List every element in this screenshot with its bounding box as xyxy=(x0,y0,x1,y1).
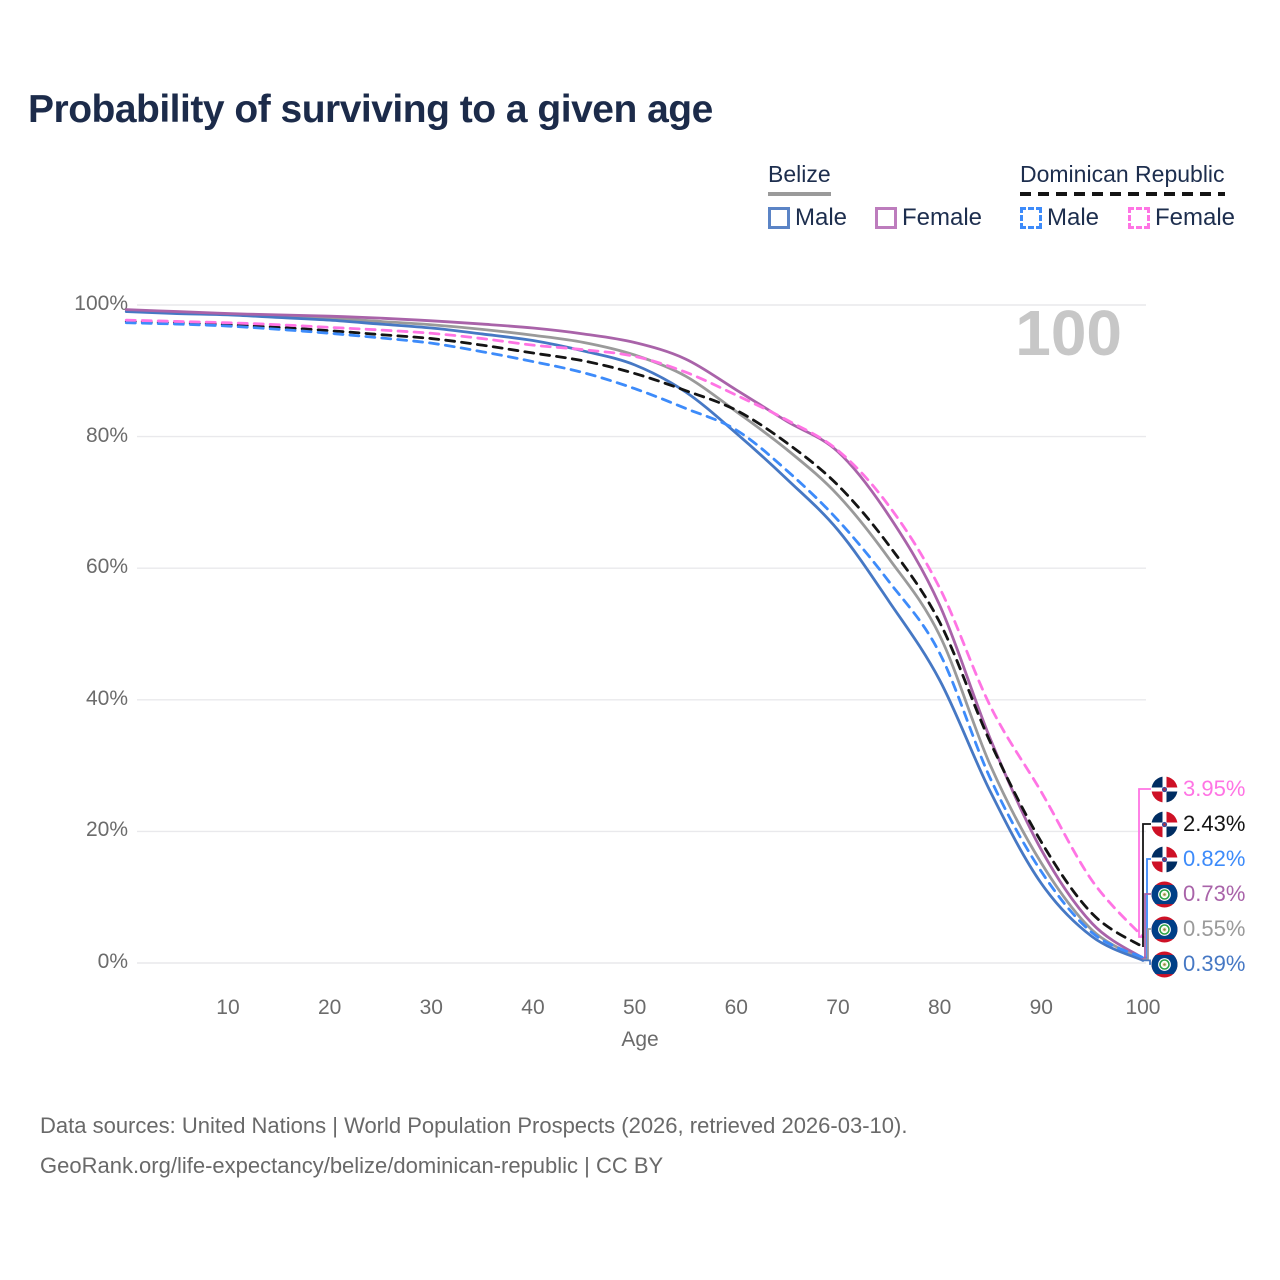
end-label-value: 3.95% xyxy=(1183,776,1246,801)
belize-flag-icon xyxy=(1151,881,1178,907)
legend-dr-title[interactable]: Dominican Republic xyxy=(1020,161,1225,187)
end-label-belize-female: 0.73% xyxy=(1151,879,1245,909)
belize-flag-icon xyxy=(1151,951,1178,977)
end-label-leader xyxy=(1143,928,1151,961)
belize-flag-icon xyxy=(1151,916,1178,942)
y-tick-label: 80% xyxy=(85,423,128,447)
dominican-republic-flag-icon xyxy=(1151,776,1178,802)
x-tick-label: 90 xyxy=(1029,996,1053,1019)
y-tick-label: 0% xyxy=(97,950,128,973)
legend-item-belize-female[interactable]: Female xyxy=(875,204,982,232)
y-tick-label: 60% xyxy=(85,555,128,579)
series-line-belize-male[interactable] xyxy=(124,310,1145,962)
series-line-dominican-republic[interactable] xyxy=(124,320,1145,949)
end-label-value: 0.73% xyxy=(1183,881,1246,906)
end-label-value: 0.55% xyxy=(1183,916,1246,941)
end-label-dominican-republic-female: 3.95% xyxy=(1151,774,1245,804)
legend-item-dr-male[interactable]: Male xyxy=(1020,204,1099,232)
end-label-dominican-republic-male: 0.82% xyxy=(1151,844,1245,874)
footer-link: GeoRank.org/life-expectancy/belize/domin… xyxy=(40,1153,664,1178)
x-tick-label: 10 xyxy=(216,996,240,1019)
legend-belize-title[interactable]: Belize xyxy=(768,161,831,187)
end-label-leader xyxy=(1143,893,1151,960)
x-axis-title: Age xyxy=(621,1028,659,1051)
end-label-leader xyxy=(1142,823,1151,947)
dominican-republic-flag-icon xyxy=(1151,811,1178,837)
x-tick-label: 40 xyxy=(521,996,545,1019)
y-tick-label: 100% xyxy=(74,292,128,315)
x-tick-label: 80 xyxy=(927,996,952,1019)
x-tick-label: 100 xyxy=(1125,996,1161,1019)
x-tick-label: 70 xyxy=(826,996,850,1019)
end-label-belize-male: 0.39% xyxy=(1151,949,1245,979)
legend-item-belize-male[interactable]: Male xyxy=(768,204,847,232)
end-label-leader xyxy=(1138,788,1151,938)
footer-sources: Data sources: United Nations | World Pop… xyxy=(40,1113,908,1138)
belize-male-swatch-icon xyxy=(768,207,790,229)
end-label-dominican-republic: 2.43% xyxy=(1151,809,1245,839)
belize-female-swatch-icon xyxy=(875,207,897,229)
x-tick-label: 60 xyxy=(724,996,748,1019)
x-tick-label: 30 xyxy=(419,996,443,1019)
end-label-belize: 0.55% xyxy=(1151,914,1245,944)
y-tick-label: 20% xyxy=(85,818,128,842)
legend-group-dominican-republic: Dominican Republic xyxy=(1020,161,1225,196)
dominican-republic-flag-icon xyxy=(1151,846,1178,872)
legend-label: Male xyxy=(1047,204,1100,231)
legend-label: Female xyxy=(1155,204,1236,231)
legend-dr-underline-swatch xyxy=(1020,192,1225,196)
y-tick-label: 40% xyxy=(85,686,128,710)
x-tick-label: 50 xyxy=(622,996,647,1019)
legend-item-dr-female[interactable]: Female xyxy=(1128,204,1235,232)
x-tick-label: 20 xyxy=(317,996,342,1019)
series-line-dominican-republic-female[interactable] xyxy=(124,318,1145,939)
page-title: Probability of surviving to a given age xyxy=(28,88,713,131)
dr-male-swatch-icon xyxy=(1020,207,1042,229)
age-counter-watermark: 100 xyxy=(1015,297,1122,369)
series-line-dominican-republic-male[interactable] xyxy=(124,321,1145,959)
dr-female-swatch-icon xyxy=(1128,207,1150,229)
end-label-value: 2.43% xyxy=(1183,811,1246,836)
legend-label: Male xyxy=(795,204,848,231)
end-label-value: 0.39% xyxy=(1183,951,1246,976)
end-label-value: 0.82% xyxy=(1183,846,1246,871)
legend-label: Female xyxy=(902,204,983,231)
footer: Data sources: United Nations | World Pop… xyxy=(40,1106,907,1186)
series-line-belize-female[interactable] xyxy=(124,308,1145,960)
legend-group-belize: Belize xyxy=(768,161,831,196)
end-label-leader xyxy=(1143,959,1151,965)
legend-belize-underline-swatch xyxy=(768,192,831,196)
series-line-belize[interactable] xyxy=(124,309,1145,961)
